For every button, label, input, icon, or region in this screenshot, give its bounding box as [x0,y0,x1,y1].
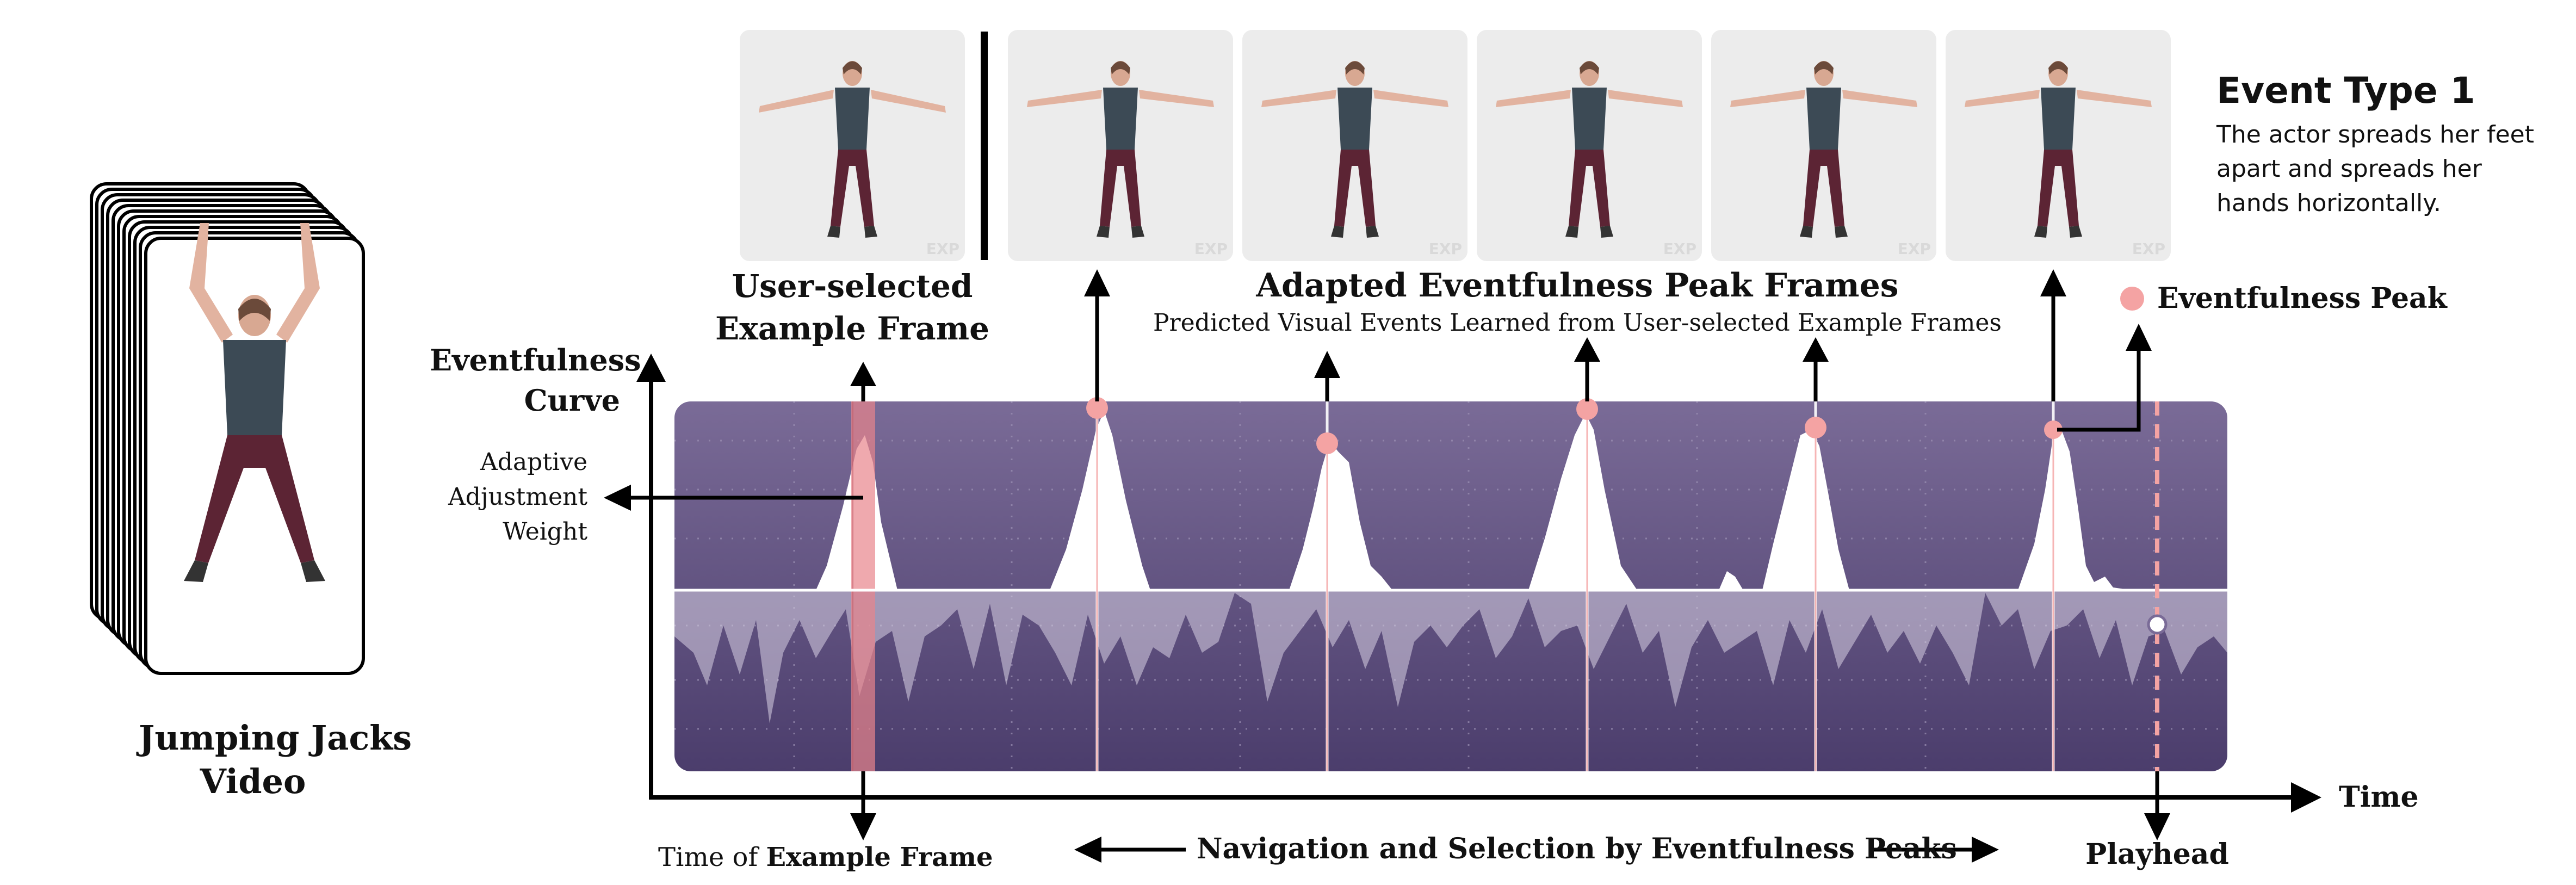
peak-frame-1[interactable]: EXP [1008,30,1233,261]
watermark: EXP [1663,240,1696,258]
time-of-example-prefix: Time of [658,842,766,872]
example-frame-label-line1: User-selected [732,268,973,305]
watermark: EXP [1428,240,1462,258]
time-axis-label: Time [2339,781,2419,814]
time-of-example-bold: Example Frame [766,842,993,872]
example-frame-thumbnail[interactable]: EXP [740,30,965,261]
peak-marker-3 [1576,398,1598,420]
adapted-title: Adapted Eventfulness Peak Frames [1256,267,1899,305]
watermark: EXP [2132,240,2165,258]
video-stack-icon [90,182,365,675]
peak-frame-2[interactable]: EXP [1242,30,1467,261]
video-title-line2: Video [200,762,306,801]
watermark: EXP [926,240,959,258]
example-frame-label-line2: Example Frame [715,310,989,347]
peak-frame-4[interactable]: EXP [1711,30,1936,261]
event-type-desc-line3: hands horizontally. [2216,189,2442,217]
event-type-title: Event Type 1 [2216,70,2475,112]
example-frame-highlight [851,401,875,771]
eventfulness-peak-legend-icon [2120,287,2144,311]
curve-label-line2: Curve [524,383,620,418]
legend-peak-label: Eventfulness Peak [2157,282,2447,315]
adapted-subtitle: Predicted Visual Events Learned from Use… [1153,309,2002,337]
peak-marker-5 [2044,420,2063,439]
weight-label-line1: Adaptive [480,448,587,476]
separator-bar [981,32,988,260]
weight-label-line3: Weight [503,518,587,546]
playhead-marker [2147,614,2168,635]
curve-label-line1: Eventfulness [430,343,641,377]
peak-frame-3[interactable]: EXP [1477,30,1702,261]
watermark: EXP [1194,240,1228,258]
video-title-line1: Jumping Jacks [139,718,412,758]
event-type-desc-line1: The actor spreads her feet [2216,121,2534,148]
weight-label-line2: Adjustment [448,483,587,511]
event-type-desc-line2: apart and spreads her [2216,155,2482,183]
peak-marker-4 [1805,417,1826,438]
watermark: EXP [1897,240,1931,258]
time-of-example-label: Time of Example Frame [658,842,993,872]
adjustment-weight-area [674,590,2227,723]
eventfulness-panel [674,401,2227,771]
peak-marker-2 [1316,432,1338,454]
navigation-label: Navigation and Selection by Eventfulness… [1197,832,1957,865]
playhead-label: Playhead [2085,838,2229,871]
peak-frame-5[interactable]: EXP [1946,30,2171,261]
peak-marker-1 [1086,397,1108,419]
